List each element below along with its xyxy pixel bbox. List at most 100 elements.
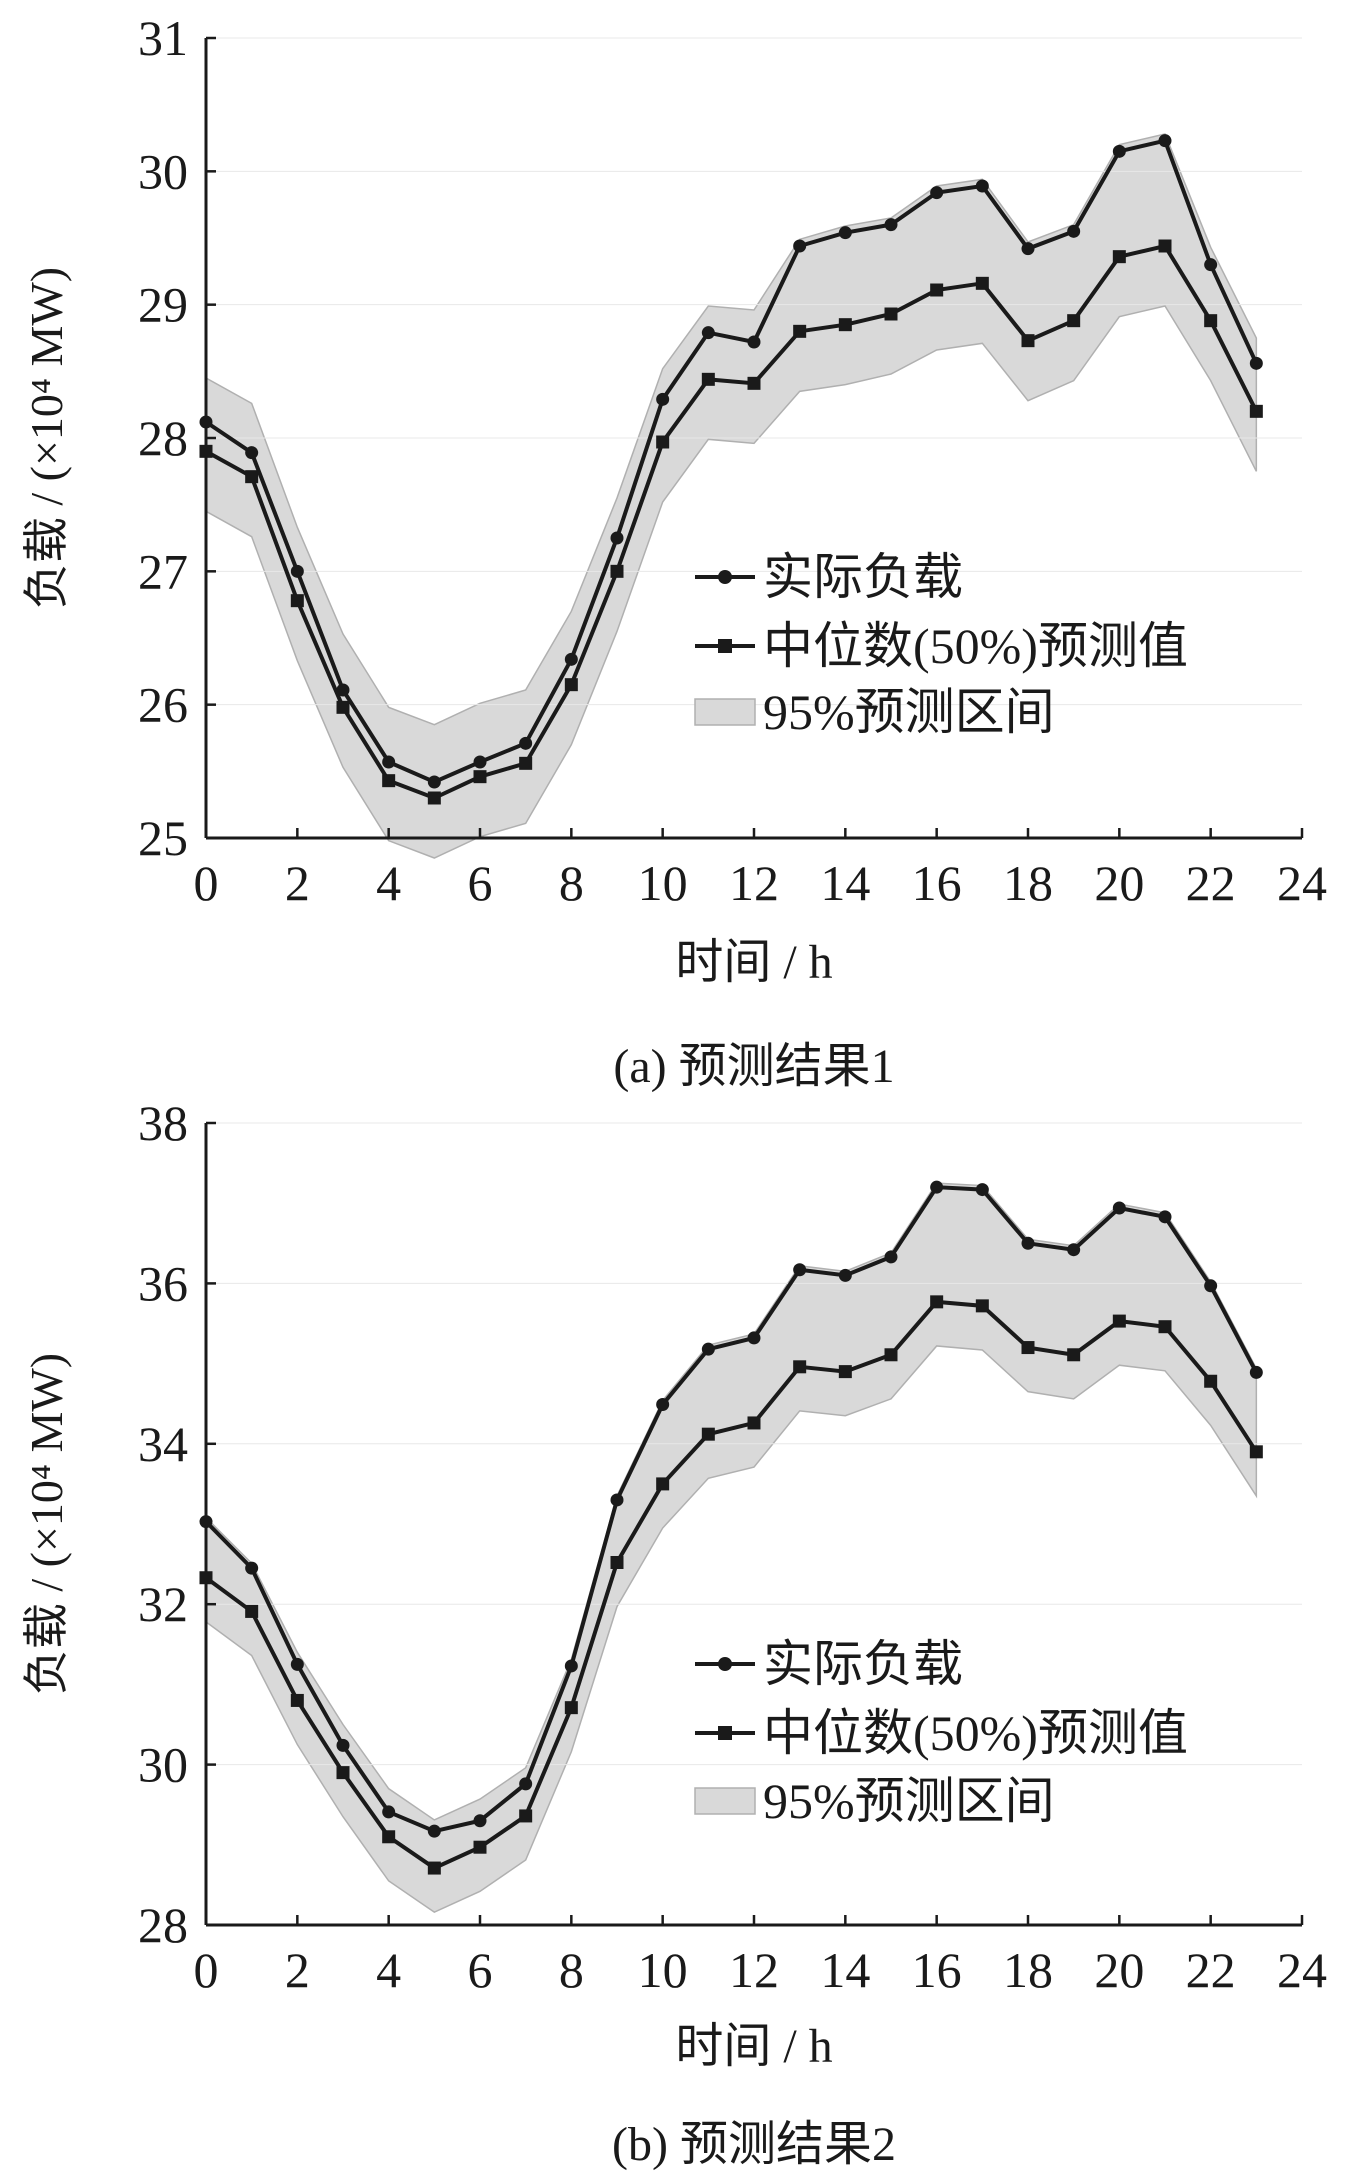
actual-load-point	[1204, 258, 1218, 272]
y-tick-label: 38	[138, 1095, 188, 1151]
actual-load-line	[204, 1185, 1259, 1834]
actual-load-point	[975, 1183, 989, 1197]
median-forecast-point	[382, 1830, 396, 1844]
y-tick-label: 26	[138, 677, 188, 733]
median-forecast-point	[1021, 1341, 1035, 1355]
x-tick-label: 18	[1003, 855, 1053, 911]
actual-load-point	[884, 1250, 898, 1264]
median-forecast-point	[930, 283, 944, 297]
median-forecast-point	[975, 276, 989, 290]
median-forecast-point	[427, 791, 441, 805]
legend-band-swatch	[694, 698, 756, 726]
median-forecast-point	[199, 444, 213, 458]
actual-load-point	[793, 239, 807, 253]
y-tick-label: 36	[138, 1255, 188, 1311]
median-forecast-point	[610, 564, 624, 578]
actual-load-point	[793, 1263, 807, 1277]
y-axis-label: 负载 / (×10⁴ MW)	[21, 267, 72, 609]
median-forecast-point	[701, 372, 715, 386]
x-tick-label: 24	[1277, 1942, 1327, 1998]
y-tick-label: 30	[138, 1737, 188, 1793]
median-forecast-point	[290, 594, 304, 608]
actual-load-point	[838, 226, 852, 240]
median-forecast-point	[519, 756, 533, 770]
actual-load-point	[1067, 224, 1081, 238]
legend-label: 中位数(50%)预测值	[763, 618, 1188, 674]
actual-load-point	[336, 683, 350, 697]
actual-load-point	[1112, 144, 1126, 158]
x-tick-label: 2	[285, 855, 310, 911]
x-axis-label: 时间 / h	[675, 2020, 832, 2073]
x-tick-label: 0	[194, 1942, 219, 1998]
median-forecast-point	[1204, 1374, 1218, 1388]
x-tick-label: 16	[912, 855, 962, 911]
median-forecast-point	[838, 318, 852, 332]
actual-load-line	[204, 138, 1259, 785]
legend-label: 实际负载	[763, 549, 963, 605]
median-forecast-point	[290, 1693, 304, 1707]
x-tick-label: 4	[376, 855, 401, 911]
chart-caption: (b) 预测结果2	[612, 2118, 896, 2171]
legend-label: 95%预测区间	[763, 1773, 1055, 1829]
legend-label: 95%预测区间	[763, 684, 1055, 740]
median-forecast-point	[793, 324, 807, 338]
legend-circle-marker	[718, 1657, 732, 1671]
median-forecast-point	[975, 1299, 989, 1313]
x-tick-label: 22	[1186, 855, 1236, 911]
median-forecast-point	[1112, 250, 1126, 264]
median-forecast-point	[930, 1295, 944, 1309]
x-tick-label: 2	[285, 1942, 310, 1998]
median-forecast-point	[519, 1809, 533, 1823]
actual-load-point	[930, 1180, 944, 1194]
median-forecast-point	[1158, 239, 1172, 253]
median-forecast-point	[793, 1360, 807, 1374]
actual-load-point	[427, 1824, 441, 1838]
median-forecast-point	[336, 700, 350, 714]
median-forecast-line	[204, 1299, 1259, 1871]
actual-load-point	[199, 415, 213, 429]
actual-load-point	[519, 736, 533, 750]
actual-load-point	[1067, 1243, 1081, 1257]
prediction-interval-band	[205, 133, 1258, 859]
actual-load-point	[564, 1659, 578, 1673]
median-forecast-point	[382, 774, 396, 788]
y-tick-label: 28	[138, 410, 188, 466]
median-forecast-point	[1158, 1320, 1172, 1334]
y-tick-label: 32	[138, 1576, 188, 1632]
median-forecast-point	[473, 1840, 487, 1854]
actual-load-point	[564, 652, 578, 666]
actual-load-point	[656, 1398, 670, 1412]
x-tick-label: 22	[1186, 1942, 1236, 1998]
actual-load-point	[427, 775, 441, 789]
median-forecast-point	[656, 1477, 670, 1491]
legend-circle-marker	[718, 570, 732, 584]
actual-load-point	[382, 1805, 396, 1819]
actual-load-point	[930, 186, 944, 200]
median-forecast-point	[245, 470, 259, 484]
median-forecast-point	[884, 307, 898, 321]
actual-load-point	[473, 755, 487, 769]
chart-caption: (a) 预测结果1	[613, 1040, 894, 1093]
x-tick-label: 16	[912, 1942, 962, 1998]
median-forecast-point	[1067, 1348, 1081, 1362]
median-forecast-point	[884, 1348, 898, 1362]
x-tick-label: 12	[729, 855, 779, 911]
x-tick-label: 10	[638, 855, 688, 911]
median-forecast-point	[838, 1365, 852, 1379]
median-forecast-point	[1112, 1314, 1126, 1328]
actual-load-point	[747, 335, 761, 349]
actual-load-point	[290, 1657, 304, 1671]
actual-load-point	[610, 531, 624, 545]
actual-load-point	[1204, 1279, 1218, 1293]
actual-load-point	[975, 179, 989, 193]
x-tick-label: 20	[1094, 1942, 1144, 1998]
y-tick-label: 25	[138, 810, 188, 866]
median-forecast-point	[1204, 314, 1218, 328]
legend-label: 中位数(50%)预测值	[763, 1705, 1188, 1761]
actual-load-point	[473, 1814, 487, 1828]
actual-load-point	[610, 1493, 624, 1507]
x-tick-label: 10	[638, 1942, 688, 1998]
median-forecast-point	[427, 1861, 441, 1875]
